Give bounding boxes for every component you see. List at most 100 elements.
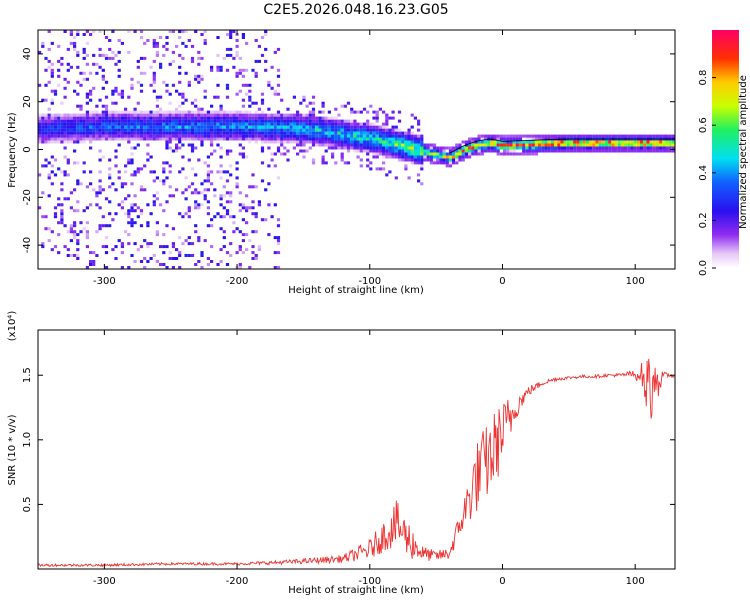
spectrogram-cell (210, 110, 214, 114)
spectrogram-cell (229, 173, 233, 177)
spectrogram-cell (114, 188, 118, 192)
spectrogram-cell (245, 41, 249, 45)
spectrogram-cell (305, 116, 309, 120)
spectrogram-cell (229, 119, 233, 123)
spectrogram-cell (296, 119, 300, 123)
spectrogram-cell (260, 36, 265, 39)
spectrogram-cell (350, 122, 354, 126)
spectrogram-cell (165, 125, 169, 129)
spectrogram-cell (66, 134, 70, 138)
spectrogram-cell (413, 152, 417, 156)
spectrogram-cell (225, 263, 230, 266)
spectrogram-cell (229, 149, 233, 153)
spectrogram-cell (375, 113, 379, 117)
spectrogram-cell (391, 155, 395, 159)
spectrogram-cell (531, 149, 535, 153)
spectrogram-cell (509, 146, 513, 150)
spectrogram-cell (197, 119, 201, 123)
spectrogram-cell (159, 125, 163, 129)
spectrogram-cell (397, 110, 402, 114)
spectrogram-cell (554, 137, 558, 141)
spectrogram-cell (175, 110, 179, 114)
spectrogram-cell (108, 137, 112, 141)
spectrogram-cell (114, 131, 118, 135)
spectrogram-cell (369, 134, 373, 138)
spectrogram-cell (101, 119, 105, 123)
spectrogram-cell (270, 134, 274, 138)
spectrogram-cell (136, 116, 140, 120)
spectrogram-cell (146, 137, 150, 141)
spectrogram-cell (187, 110, 191, 114)
spectrogram-cell (136, 167, 140, 171)
spectrogram-cell (178, 140, 182, 144)
spectrogram-cell (194, 30, 198, 33)
spectrogram-cell (104, 245, 109, 249)
spectrogram-cell (92, 119, 96, 123)
spectrogram-cell (178, 53, 182, 57)
spectrogram-cell (235, 44, 239, 48)
spectrogram-cell (334, 116, 338, 120)
spectrogram-cell (286, 158, 290, 162)
spectrogram-cell (636, 146, 640, 150)
spectrogram-cell (245, 113, 249, 117)
spectrogram-cell (85, 128, 89, 132)
spectrogram-cell (133, 30, 137, 33)
spectrogram-cell (124, 116, 128, 120)
spectrogram-cell (372, 116, 376, 120)
spectrogram-cell (254, 257, 258, 260)
spectrogram-cell (165, 113, 169, 117)
spectrogram-cell (439, 152, 443, 156)
spectrogram-cell (238, 191, 242, 195)
spectrogram-cell (420, 155, 424, 159)
spectrogram-cell (296, 131, 300, 135)
spectrogram-cell (264, 131, 268, 135)
spectrogram-cell (241, 122, 245, 126)
spectrogram-cell (245, 119, 249, 123)
spectrogram-cell (200, 110, 204, 114)
spectrogram-cell (515, 140, 519, 144)
spectrogram-cell (210, 182, 214, 186)
spectrogram-cell (668, 134, 672, 138)
spectrogram-cell (165, 137, 169, 141)
spectrogram-cell (468, 137, 472, 141)
spectrogram-cell (340, 155, 344, 159)
spectrogram-cell (372, 134, 376, 138)
spectrogram-cell (165, 176, 169, 180)
spectrogram-cell (155, 104, 159, 108)
spectrogram-cell (85, 134, 89, 138)
spectrogram-cell (50, 164, 54, 168)
spectrogram-cell (85, 95, 89, 99)
spectrogram-cell (413, 149, 417, 153)
spectrogram-cell (184, 128, 188, 132)
spectrogram-cell (614, 134, 618, 138)
spectrogram-cell (104, 116, 109, 120)
spectrogram-cell (66, 158, 70, 162)
spectrogram-cell (286, 149, 290, 153)
spectrogram-cell (254, 185, 258, 189)
spectrogram-cell (522, 140, 526, 144)
spectrogram-cell (458, 149, 462, 153)
spectrogram-cell (111, 56, 115, 60)
spectrogram-cell (120, 95, 124, 99)
spectrogram-cell (241, 218, 245, 222)
spectrogram-cell (165, 116, 169, 120)
spectrogram-cell (423, 155, 427, 159)
spectrogram-cell (480, 146, 484, 150)
spectrogram-cell (203, 197, 207, 201)
spectrogram-cell (340, 104, 344, 108)
spectrogram-cell (216, 122, 220, 126)
spectrogram-cell (53, 113, 58, 117)
spectrogram-cell (117, 116, 121, 120)
spectrogram-cell (413, 116, 417, 120)
spectrogram-cell (280, 113, 284, 117)
spectrogram-cell (359, 128, 363, 132)
spectrogram-cell (248, 98, 252, 102)
spectrogram-cell (98, 122, 102, 126)
spectrogram-cell (130, 224, 134, 228)
spectrogram-cell (149, 122, 153, 126)
spectrogram-cell (267, 134, 271, 138)
spectrogram-cell (273, 137, 277, 141)
spectrogram-cell (327, 137, 331, 141)
spectrogram-cell (181, 137, 185, 141)
spectrogram-cell (175, 89, 179, 93)
